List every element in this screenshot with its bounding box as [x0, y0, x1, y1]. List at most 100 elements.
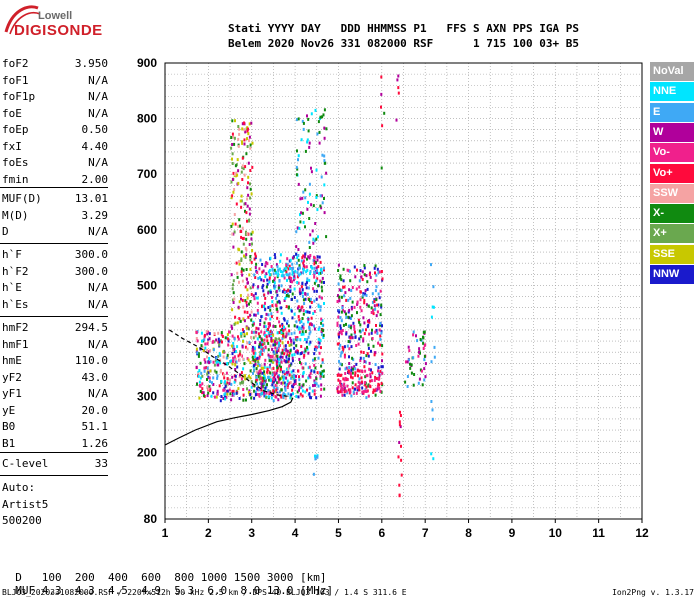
echo-point [246, 277, 248, 281]
profile-lines [164, 329, 294, 446]
echo-point [286, 384, 289, 388]
echo-point [354, 371, 357, 375]
echo-point [261, 270, 264, 274]
echo-point [423, 344, 426, 347]
echo-point [292, 383, 295, 386]
echo-point [219, 353, 222, 357]
echo-point [340, 385, 343, 389]
echo-point [247, 358, 250, 362]
x-tick-label: 11 [592, 526, 605, 540]
param-label: fmin [2, 172, 29, 186]
y-tick-label: 900 [137, 56, 157, 70]
echo-point [319, 374, 322, 378]
echo-point [311, 266, 314, 270]
echo-point [260, 388, 263, 392]
echo-point [351, 336, 354, 340]
echo-point [252, 330, 255, 334]
echo-point [253, 350, 256, 353]
echo-point [321, 201, 324, 205]
echo-point [302, 261, 305, 265]
echo-point [315, 237, 318, 241]
echo-point [259, 371, 262, 375]
echo-point [234, 173, 236, 177]
echo-point [240, 235, 243, 239]
x-tick-label: 10 [549, 526, 563, 540]
echo-point [281, 375, 284, 379]
echo-point [319, 372, 322, 376]
echo-point [285, 332, 288, 336]
echo-point [232, 356, 235, 360]
echo-point [367, 394, 370, 398]
echo-point [250, 310, 253, 314]
echo-point [257, 362, 260, 366]
echo-point [364, 369, 367, 373]
echo-point [374, 393, 377, 397]
echo-point [353, 325, 356, 328]
echo-point [295, 173, 298, 177]
echo-point [272, 343, 275, 347]
echo-point [321, 360, 324, 364]
echo-point [249, 369, 252, 373]
echo-point [239, 373, 241, 377]
echo-point [269, 305, 272, 309]
echo-point [259, 368, 262, 372]
echo-point [342, 279, 345, 283]
echo-point [317, 120, 320, 124]
echo-point [285, 355, 288, 359]
param-value: N/A [88, 73, 108, 87]
echo-point [294, 350, 297, 354]
echo-point [307, 255, 310, 259]
echo-point [348, 362, 351, 365]
param-row: h`F2 300.0 [2, 265, 108, 282]
echo-point [300, 211, 303, 215]
echo-point [311, 389, 314, 393]
echo-point [379, 369, 382, 373]
echo-point [308, 342, 311, 346]
echo-point [366, 319, 369, 323]
echo-point [366, 280, 369, 284]
echo-point [225, 389, 228, 393]
echo-point [273, 268, 276, 272]
echo-point [302, 271, 305, 275]
header-values: Belem 2020 Nov26 331 082000 RSF 1 715 10… [228, 37, 579, 50]
echo-point [364, 292, 367, 296]
echo-point [199, 389, 202, 393]
echo-point [362, 339, 365, 343]
echo-point [287, 273, 290, 277]
param-row: yE 20.0 [2, 404, 108, 421]
echo-point [288, 343, 291, 347]
echo-point [361, 278, 364, 281]
echo-point [253, 273, 256, 277]
param-label: foF2 [2, 57, 29, 70]
param-row: foEp 0.50 [2, 123, 108, 140]
echo-point [272, 358, 275, 362]
echo-point [291, 384, 294, 388]
echo-point [215, 356, 218, 360]
echo-point [246, 341, 249, 345]
echo-point [315, 194, 318, 198]
echo-point [213, 340, 216, 344]
echo-point [260, 338, 263, 342]
echo-point [238, 397, 241, 400]
param-value: N/A [88, 156, 108, 169]
echo-point [220, 395, 223, 398]
echo-point [266, 282, 269, 286]
echo-point [315, 266, 318, 270]
echo-point [370, 311, 373, 314]
echo-point [242, 388, 245, 391]
echo-point [231, 352, 234, 356]
echo-point [291, 292, 294, 296]
echo-point [309, 254, 312, 257]
echo-point [240, 371, 243, 375]
echo-point [268, 355, 271, 359]
echo-point [263, 390, 266, 394]
echo-point [240, 259, 243, 262]
echo-point [339, 390, 342, 394]
echo-point [281, 341, 284, 345]
echo-point [300, 362, 303, 366]
echo-point [313, 392, 316, 396]
param-row: h`F 300.0 [2, 248, 108, 265]
echo-point [351, 381, 354, 385]
logo-lowell-text: Lowell [38, 10, 73, 22]
echo-point [256, 337, 259, 341]
